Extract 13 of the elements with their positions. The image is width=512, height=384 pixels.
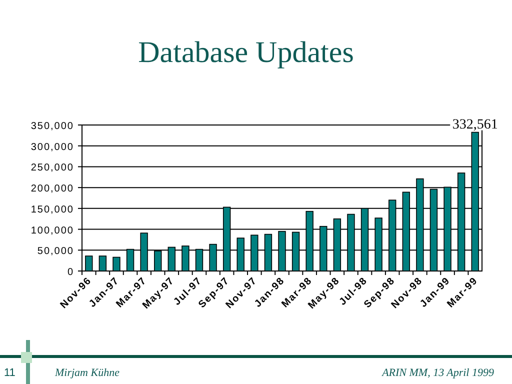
text: 11 (4, 367, 16, 379)
y-tick-label: 150,000 (30, 204, 74, 216)
y-tick-label: 350,000 (30, 121, 74, 132)
y-tick-label: 50,000 (37, 246, 74, 258)
data-label: 332,561 (452, 117, 498, 132)
text: ARIN MM, 13 April 1999 (381, 367, 494, 379)
y-tick-label: 200,000 (30, 184, 74, 195)
y-tick-label: 300,000 (30, 142, 74, 153)
text: Mirjam Kühne (54, 367, 120, 379)
chart-title: Database Updates (138, 36, 354, 69)
y-tick-label: 0 (67, 267, 74, 278)
y-tick-label: 100,000 (30, 225, 74, 236)
y-tick-label: 250,000 (30, 162, 74, 174)
